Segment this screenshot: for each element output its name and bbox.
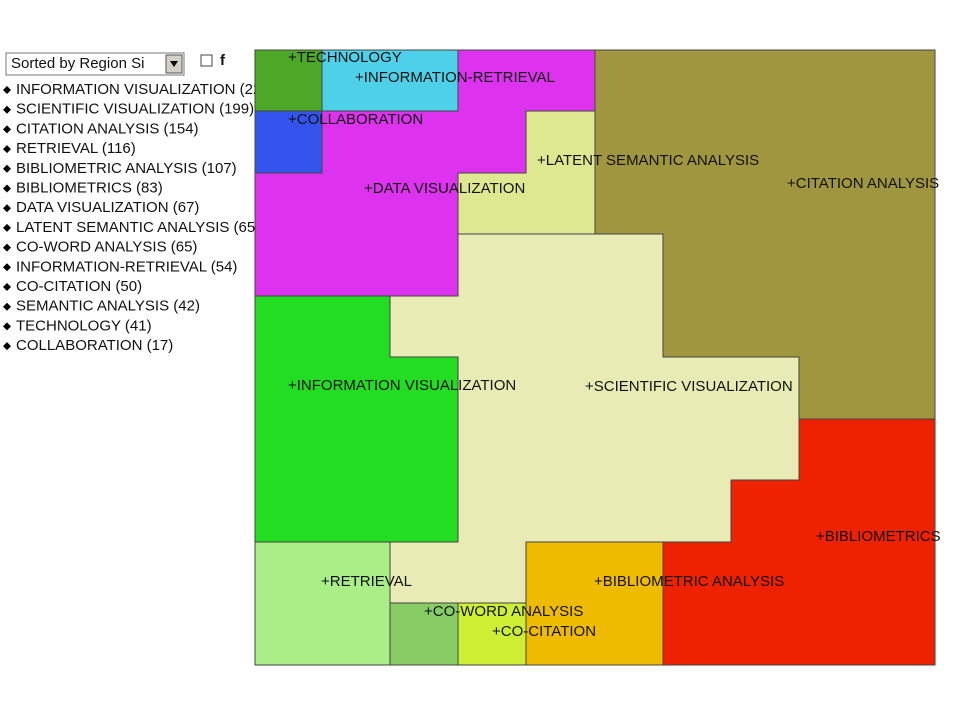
bullet <box>3 283 11 291</box>
sort-select[interactable]: Sorted by Region Si <box>5 52 185 76</box>
region-label: +RETRIEVAL <box>321 573 412 590</box>
select-label: Sorted by Region Si <box>11 55 144 72</box>
region-label: +BIBLIOMETRIC ANALYSIS <box>594 573 784 590</box>
region-label: +CO-CITATION <box>492 623 596 640</box>
bullet <box>3 125 11 134</box>
checkbox[interactable] <box>200 54 213 67</box>
region[interactable] <box>254 541 391 666</box>
list-item: INFORMATION-RETRIEVAL (54) <box>16 258 237 275</box>
bullet <box>3 302 11 311</box>
region-label: +CO-WORD ANALYSIS <box>424 603 583 620</box>
bullet <box>3 105 11 114</box>
bullet <box>3 164 11 173</box>
list-item: LATENT SEMANTIC ANALYSIS (65) <box>16 219 260 236</box>
bullet <box>3 86 11 94</box>
list-item: CO-WORD ANALYSIS (65) <box>16 239 197 256</box>
term-list: INFORMATION VISUALIZATION (227) SCIENTIFI… <box>3 81 275 354</box>
list-item: DATA VISUALIZATION (67) <box>16 199 199 216</box>
list-item: SEMANTIC ANALYSIS (42) <box>16 298 200 315</box>
list-item: BIBLIOMETRICS (83) <box>16 179 163 196</box>
arrow-icon <box>170 61 178 67</box>
list-item: RETRIEVAL (116) <box>16 140 136 157</box>
list-item: BIBLIOMETRIC ANALYSIS (107) <box>16 160 237 177</box>
list-item: INFORMATION VISUALIZATION (227) <box>16 81 275 98</box>
list-item: COLLABORATION (17) <box>16 337 173 354</box>
region-map: +TECHNOLOGY +INFORMATION-RETRIEVAL +COLL… <box>254 49 941 666</box>
bullet <box>3 243 11 252</box>
region-label: +INFORMATION VISUALIZATION <box>288 377 516 394</box>
list-item: CITATION ANALYSIS (154) <box>16 120 199 137</box>
bullet <box>3 204 11 213</box>
region-label: +DATA VISUALIZATION <box>364 180 525 197</box>
region-label: +INFORMATION-RETRIEVAL <box>355 69 555 86</box>
select-box[interactable] <box>5 52 185 76</box>
region-label: +COLLABORATION <box>288 111 423 128</box>
bullet <box>3 184 11 193</box>
list-item: SCIENTIFIC VISUALIZATION (199) <box>16 101 254 118</box>
bullet <box>3 223 11 232</box>
region-label: +BIBLIOMETRICS <box>816 528 941 545</box>
region-label: +SCIENTIFIC VISUALIZATION <box>585 378 793 395</box>
list-item: CO-CITATION (50) <box>16 278 142 295</box>
map-frame <box>254 49 936 666</box>
region-label: +TECHNOLOGY <box>288 49 402 66</box>
bullet <box>3 145 11 154</box>
list-item: TECHNOLOGY (41) <box>16 317 152 334</box>
bullet <box>3 342 11 351</box>
region-label: +CITATION ANALYSIS <box>787 175 939 192</box>
bullet <box>3 263 11 272</box>
bullet <box>3 322 11 331</box>
checkbox-label: f <box>220 52 226 69</box>
region-label: +LATENT SEMANTIC ANALYSIS <box>537 152 759 169</box>
